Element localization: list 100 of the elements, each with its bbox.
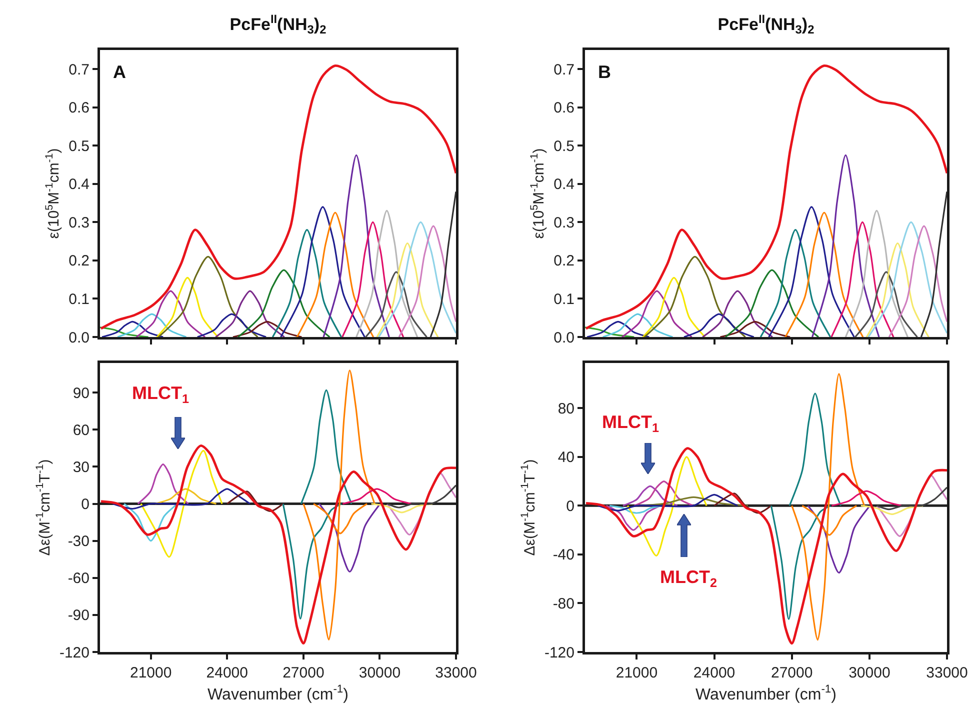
line-series xyxy=(322,154,390,337)
line-series xyxy=(136,290,206,337)
annotation: MLCT$_{1}$ xyxy=(132,383,189,406)
line-series xyxy=(811,154,880,337)
line-series xyxy=(860,504,924,516)
line-series xyxy=(214,290,286,337)
annotation: A xyxy=(113,62,126,82)
line-series xyxy=(430,190,456,337)
line-series xyxy=(154,488,218,505)
line-series xyxy=(280,206,366,337)
x-tick-label: 21000 xyxy=(130,664,172,682)
line-series xyxy=(302,370,376,640)
y-tick-label: 90 xyxy=(72,384,90,402)
line-series xyxy=(866,242,930,337)
line-series xyxy=(196,313,267,337)
y-tick-label: -80 xyxy=(552,595,574,612)
y-tick-label: 80 xyxy=(558,400,574,418)
line-series xyxy=(770,504,832,620)
y-tick-label: 30 xyxy=(72,458,90,476)
line-series xyxy=(868,221,947,337)
line-series xyxy=(116,313,187,337)
line-series xyxy=(312,502,368,534)
line-series xyxy=(608,504,665,514)
line-series xyxy=(112,488,251,510)
y-tick-label: 0 xyxy=(81,496,90,514)
line-series xyxy=(342,221,404,337)
line-series xyxy=(801,504,858,536)
y-tick-label: -120 xyxy=(59,644,90,662)
y-tick-label: -60 xyxy=(68,570,90,588)
y-tick-label: 60 xyxy=(72,422,90,439)
chart-title: PcFe$^{II}$(NH$_{3}$)$_{2}$ xyxy=(230,12,327,37)
line-series xyxy=(768,206,855,337)
line-series xyxy=(376,242,439,337)
line-series xyxy=(644,256,746,337)
y-tick-label: 0.4 xyxy=(554,176,574,194)
line-series xyxy=(137,463,190,505)
x-tick-label: 27000 xyxy=(282,664,324,682)
line-series xyxy=(876,486,947,510)
line-series xyxy=(123,502,178,542)
line-series xyxy=(597,494,738,512)
annotation: MLCT$_{2}$ xyxy=(660,567,717,590)
y-tick-label: 0.0 xyxy=(68,329,90,346)
x-tick-label: 27000 xyxy=(771,664,813,682)
y-tick-label: -40 xyxy=(552,546,574,564)
line-series xyxy=(318,502,382,573)
x-tick-label: 33000 xyxy=(926,664,968,682)
line-series xyxy=(237,269,330,337)
line-series xyxy=(791,373,866,641)
line-series xyxy=(370,502,434,514)
y-tick-label: 0.0 xyxy=(554,329,574,346)
line-series xyxy=(585,64,947,330)
line-series xyxy=(282,502,342,620)
y-tick-label: -30 xyxy=(68,533,90,550)
x-tick-label: 30000 xyxy=(358,664,401,682)
line-series xyxy=(272,229,342,337)
line-series xyxy=(830,221,894,337)
line-series xyxy=(784,212,864,337)
line-series xyxy=(605,504,662,531)
x-axis-title: Wavenumber (cm$^{-1}$) xyxy=(208,684,348,704)
line-series xyxy=(356,210,418,337)
y-tick-label: 0.4 xyxy=(68,176,90,194)
y-tick-label: -120 xyxy=(544,644,574,662)
line-series xyxy=(364,271,428,337)
line-series xyxy=(156,276,219,337)
line-series xyxy=(621,290,693,337)
line-series xyxy=(140,450,223,558)
y-tick-label: 0 xyxy=(566,498,574,515)
line-series xyxy=(920,190,947,337)
line-series xyxy=(713,492,772,514)
line-series xyxy=(226,490,284,512)
x-tick-label: 24000 xyxy=(206,664,248,682)
line-series xyxy=(683,313,755,337)
y-tick-label: 0.2 xyxy=(68,252,90,270)
y-tick-label: 0.1 xyxy=(554,290,574,308)
line-series xyxy=(100,64,456,330)
annotation: MLCT$_{1}$ xyxy=(602,412,659,435)
y-tick-label: 0.2 xyxy=(554,252,574,270)
y-tick-label: 0.7 xyxy=(68,61,90,78)
y-tick-label: -90 xyxy=(68,607,90,624)
x-tick-label: 30000 xyxy=(848,664,890,682)
line-series xyxy=(888,225,947,337)
line-series xyxy=(586,320,650,337)
x-axis-title: Wavenumber (cm$^{-1}$) xyxy=(696,684,836,704)
line-series xyxy=(830,490,902,506)
line-series xyxy=(232,320,302,337)
line-series xyxy=(854,271,918,337)
line-series xyxy=(585,326,635,337)
y-tick-label: 0.7 xyxy=(554,61,574,78)
line-series xyxy=(158,256,258,337)
y-tick-label: 0.6 xyxy=(68,100,90,117)
line-series xyxy=(724,269,820,337)
line-series xyxy=(100,444,456,645)
line-series xyxy=(622,485,678,506)
line-series xyxy=(602,313,674,337)
x-tick-label: 24000 xyxy=(693,664,736,682)
line-series xyxy=(702,290,774,337)
chart-title: PcFe$^{II}$(NH$_{3}$)$_{2}$ xyxy=(718,12,815,37)
line-series xyxy=(386,484,456,508)
line-series xyxy=(296,212,374,337)
line-series xyxy=(807,504,871,574)
